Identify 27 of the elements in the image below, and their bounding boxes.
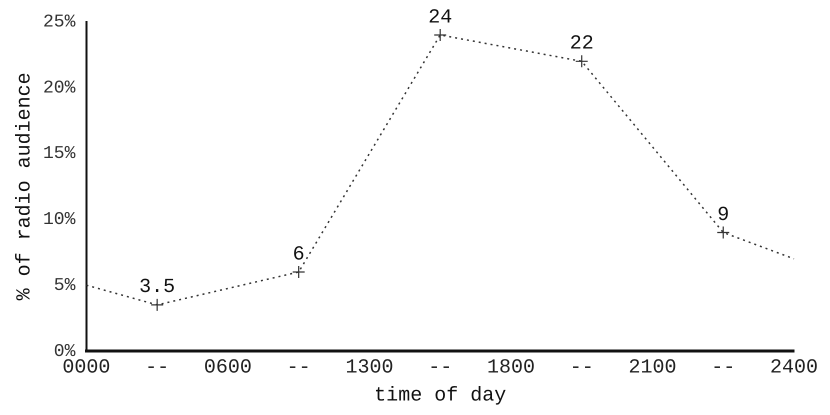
point xyxy=(150,298,164,312)
y-tick-label: 20% xyxy=(43,78,76,98)
point xyxy=(434,28,447,42)
x-axis-title: time of day xyxy=(374,384,506,408)
x-tick-label: -- xyxy=(570,356,594,380)
data-label: 6 xyxy=(292,243,305,266)
point xyxy=(292,265,306,279)
x-tick-label: 1800 xyxy=(486,356,535,380)
x-tick-label: 0600 xyxy=(204,356,252,380)
point xyxy=(575,54,588,68)
x-tick-label: 2400 xyxy=(770,356,818,380)
data-label: 3.5 xyxy=(139,276,176,300)
y-tick-label: 15% xyxy=(43,144,76,164)
y-tick-label: 25% xyxy=(43,12,76,33)
y-tick-label: 5% xyxy=(54,276,76,296)
data-label: 22 xyxy=(570,32,594,56)
x-tick-label: -- xyxy=(145,356,170,380)
point xyxy=(716,226,730,240)
data-label: 9 xyxy=(717,204,730,227)
y-axis-title: % of radio audience xyxy=(13,72,36,300)
x-tick-label: 1300 xyxy=(345,356,394,380)
x-tick-label: -- xyxy=(711,356,736,380)
x-tick-label: -- xyxy=(286,356,311,380)
x-tick-label: 2100 xyxy=(628,356,676,380)
data-label: 24 xyxy=(428,6,452,30)
y-tick-label: 10% xyxy=(43,210,76,230)
x-tick-label: -- xyxy=(428,356,452,380)
